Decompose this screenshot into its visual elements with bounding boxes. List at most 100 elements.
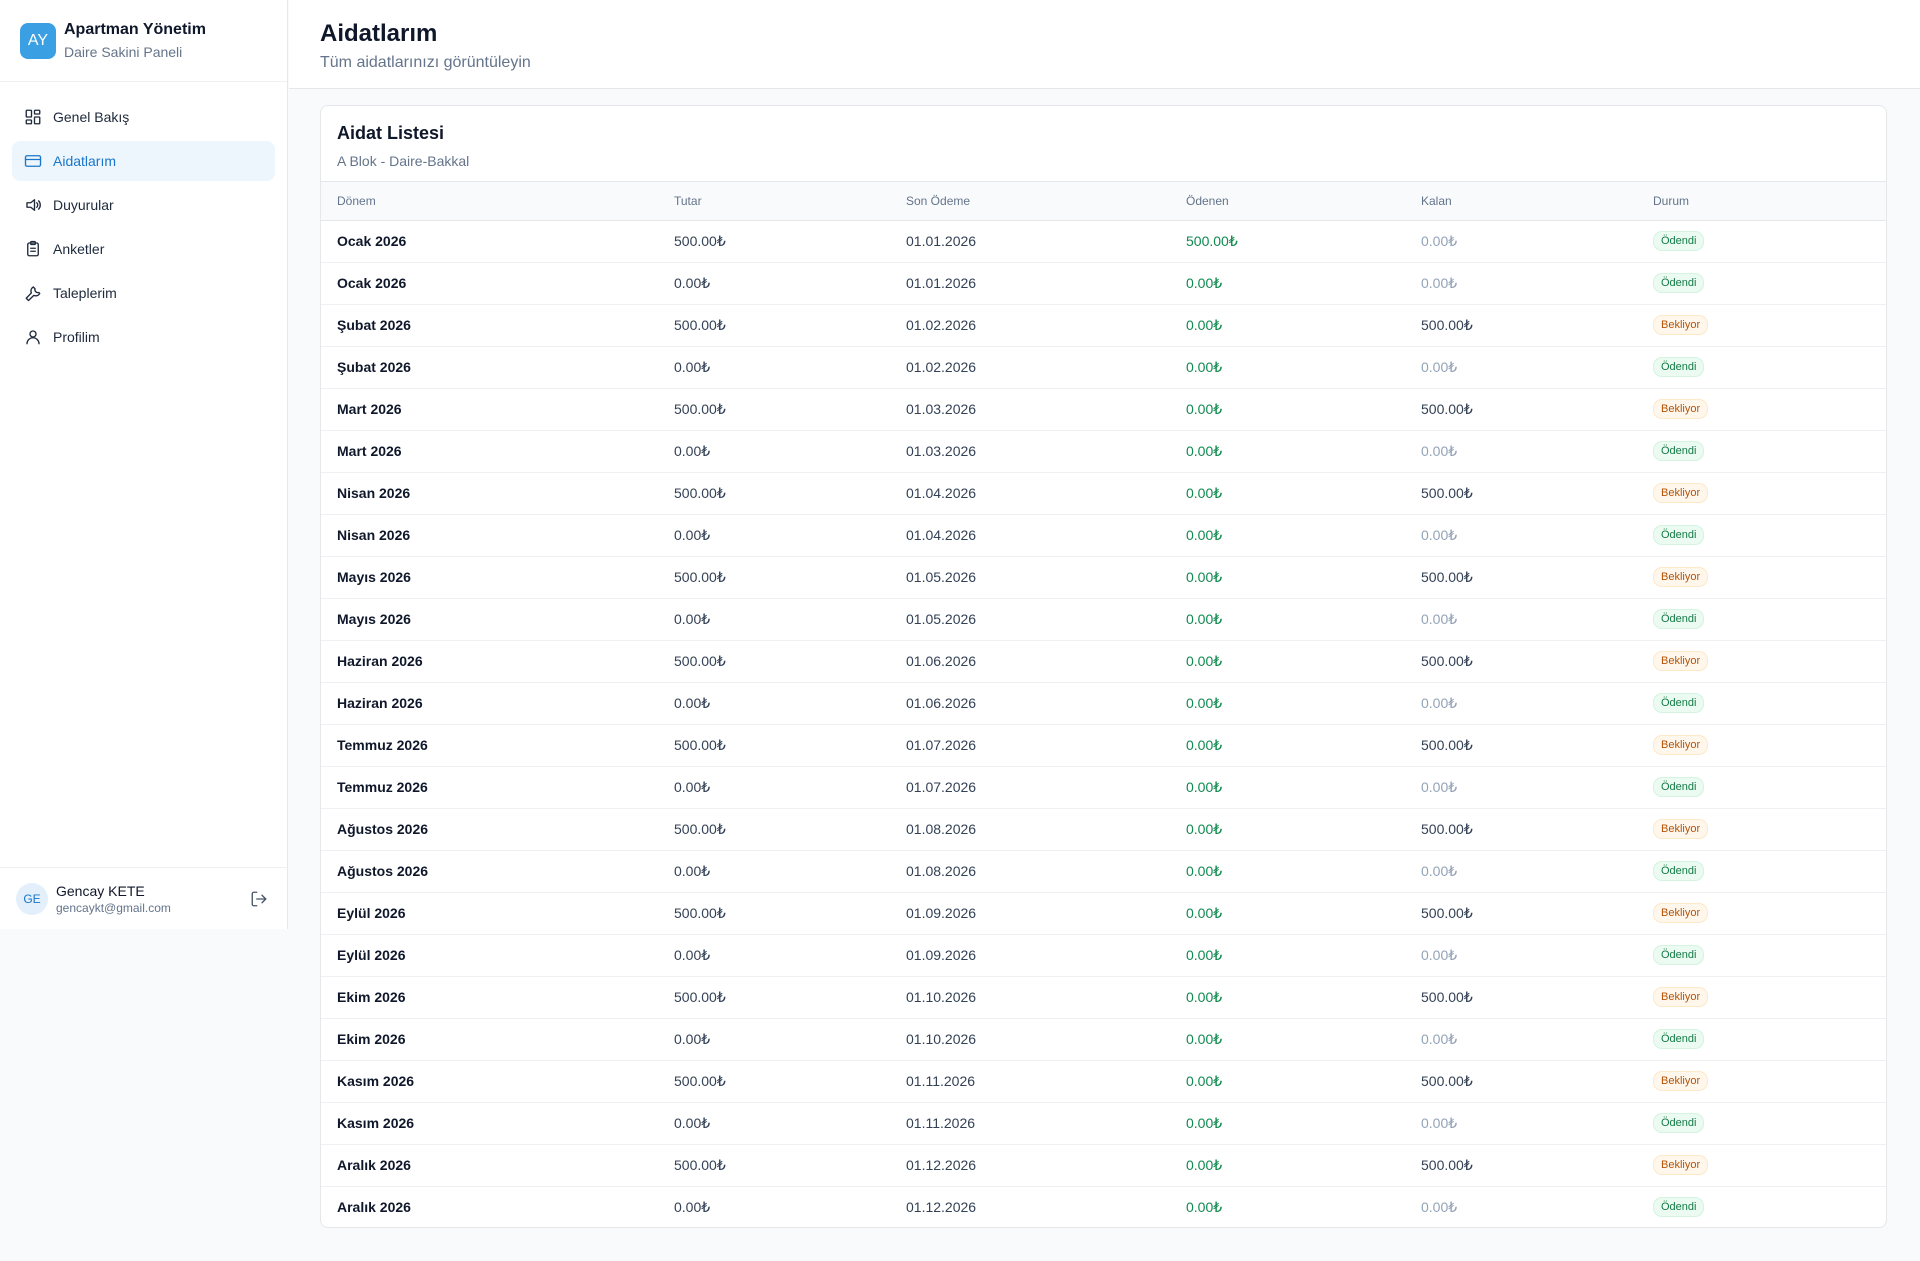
cell-remaining: 0.00₺ [1421, 610, 1458, 627]
cell-paid: 0.00₺ [1186, 1072, 1223, 1089]
cell-due-date: 01.07.2026 [906, 779, 977, 795]
cell-paid: 0.00₺ [1186, 316, 1223, 333]
cell-period: Ağustos 2026 [337, 821, 429, 837]
status-badge: Ödendi [1653, 441, 1705, 461]
cell-remaining: 500.00₺ [1421, 820, 1473, 837]
cell-due-date: 01.09.2026 [906, 947, 977, 963]
status-badge: Ödendi [1653, 693, 1705, 713]
cell-period: Şubat 2026 [337, 359, 411, 375]
cell-amount: 0.00₺ [674, 1198, 711, 1215]
cell-amount: 0.00₺ [674, 946, 711, 963]
table-row: Kasım 2026 0.00₺ 01.11.2026 0.00₺ 0.00₺ Ödend… [321, 1102, 1886, 1144]
table-row: Haziran 2026 0.00₺ 01.06.2026 0.00₺ 0.00₺ Öde… [321, 682, 1886, 724]
cell-paid: 0.00₺ [1186, 274, 1223, 291]
cell-period: Şubat 2026 [337, 317, 411, 333]
cell-status: Bekliyor [1637, 388, 1886, 430]
cell-period: Aralık 2026 [337, 1157, 411, 1173]
status-badge: Ödendi [1653, 273, 1705, 293]
table-row: Mart 2026 500.00₺ 01.03.2026 0.00₺ 500.00₺ Be… [321, 388, 1886, 430]
cell-status: Bekliyor [1637, 892, 1886, 934]
sidebar-item-profilim[interactable]: Profilim [12, 317, 275, 357]
table-row: Ağustos 2026 500.00₺ 01.08.2026 0.00₺ 500.00… [321, 808, 1886, 850]
cell-paid: 0.00₺ [1186, 904, 1223, 921]
cell-amount: 500.00₺ [674, 568, 726, 585]
sidebar-item-genel-bakis[interactable]: Genel Bakış [12, 97, 275, 137]
sidebar-item-aidatlarim[interactable]: Aidatlarım [12, 141, 275, 181]
cell-status: Bekliyor [1637, 640, 1886, 682]
cell-status: Ödendi [1637, 934, 1886, 976]
cell-amount: 500.00₺ [674, 1072, 726, 1089]
cell-period: Eylül 2026 [337, 947, 406, 963]
logout-icon[interactable] [250, 890, 268, 908]
cell-remaining: 500.00₺ [1421, 988, 1473, 1005]
table-row: Ağustos 2026 0.00₺ 01.08.2026 0.00₺ 0.00₺ Öde… [321, 850, 1886, 892]
cell-status: Bekliyor [1637, 1060, 1886, 1102]
status-badge: Ödendi [1653, 777, 1705, 797]
cell-period: Mayıs 2026 [337, 611, 411, 627]
cell-status: Bekliyor [1637, 976, 1886, 1018]
status-badge: Ödendi [1653, 357, 1705, 377]
cell-due-date: 01.12.2026 [906, 1199, 977, 1216]
cell-status: Bekliyor [1637, 556, 1886, 598]
cell-due-date: 01.10.2026 [906, 1031, 977, 1047]
status-badge: Ödendi [1653, 231, 1705, 251]
cell-amount: 500.00₺ [674, 652, 726, 669]
status-badge: Bekliyor [1653, 1071, 1709, 1091]
table-row: Şubat 2026 0.00₺ 01.02.2026 0.00₺ 0.00₺ Ödend… [321, 346, 1886, 388]
table-row: Aralık 2026 0.00₺ 01.12.2026 0.00₺ 0.00₺ Öden… [321, 1186, 1886, 1227]
sidebar: AY Apartman Yönetim Daire Sakini Paneli … [0, 0, 288, 929]
cell-paid: 0.00₺ [1186, 400, 1223, 417]
sidebar-item-anketler[interactable]: Anketler [12, 229, 275, 269]
cell-paid: 0.00₺ [1186, 820, 1223, 837]
cell-status: Ödendi [1637, 1102, 1886, 1144]
card-header: Aidat Listesi A Blok - Daire-Bakkal [321, 106, 1886, 182]
cell-paid: 0.00₺ [1186, 358, 1223, 375]
cell-paid: 500.00₺ [1186, 232, 1238, 249]
status-badge: Ödendi [1653, 1029, 1705, 1049]
cell-period: Mart 2026 [337, 443, 402, 459]
cell-amount: 500.00₺ [674, 820, 726, 837]
sidebar-item-label: Profilim [53, 329, 100, 345]
sidebar-item-taleplerim[interactable]: Taleplerim [12, 273, 275, 313]
sidebar-item-label: Anketler [53, 241, 105, 257]
column-header-remaining: Kalan [1421, 193, 1452, 208]
cell-paid: 0.00₺ [1186, 862, 1223, 879]
sidebar-item-label: Genel Bakış [53, 109, 130, 125]
cell-period: Ağustos 2026 [337, 863, 429, 879]
cell-status: Ödendi [1637, 1018, 1886, 1060]
cell-remaining: 0.00₺ [1421, 946, 1458, 963]
sidebar-item-label: Aidatlarım [53, 153, 117, 169]
cell-amount: 0.00₺ [674, 694, 711, 711]
avatar: GE [16, 882, 48, 915]
status-badge: Ödendi [1653, 525, 1705, 545]
cell-period: Nisan 2026 [337, 527, 411, 543]
cell-due-date: 01.01.2026 [906, 275, 977, 291]
status-badge: Ödendi [1653, 861, 1705, 881]
table-row: Mayıs 2026 500.00₺ 01.05.2026 0.00₺ 500.00₺ B… [321, 556, 1886, 598]
cell-remaining: 0.00₺ [1421, 232, 1458, 249]
credit-card-icon [24, 152, 42, 170]
table-row: Haziran 2026 500.00₺ 01.06.2026 0.00₺ 500.00… [321, 640, 1886, 682]
table-row: Ocak 2026 0.00₺ 01.01.2026 0.00₺ 0.00₺ Ödendi [321, 262, 1886, 304]
cell-amount: 500.00₺ [674, 400, 726, 417]
status-badge: Ödendi [1653, 609, 1705, 629]
cell-amount: 500.00₺ [674, 904, 726, 921]
cell-paid: 0.00₺ [1186, 1030, 1223, 1047]
cell-paid: 0.00₺ [1186, 694, 1223, 711]
table-row: Şubat 2026 500.00₺ 01.02.2026 0.00₺ 500.00₺ B… [321, 304, 1886, 346]
user-name: Gencay KETE [56, 882, 145, 899]
cell-due-date: 01.07.2026 [906, 737, 977, 753]
page-header: Aidatlarım Tüm aidatlarınızı görüntüleyi… [289, 0, 1920, 89]
cell-paid: 0.00₺ [1186, 1114, 1223, 1131]
cell-paid: 0.00₺ [1186, 484, 1223, 501]
cell-remaining: 0.00₺ [1421, 778, 1458, 795]
cell-period: Haziran 2026 [337, 695, 423, 711]
cell-period: Ocak 2026 [337, 275, 407, 291]
cell-status: Bekliyor [1637, 304, 1886, 346]
cell-paid: 0.00₺ [1186, 778, 1223, 795]
cell-paid: 0.00₺ [1186, 526, 1223, 543]
brand-title: Apartman Yönetim [64, 20, 206, 38]
cell-amount: 500.00₺ [674, 988, 726, 1005]
sidebar-item-duyurular[interactable]: Duyurular [12, 185, 275, 225]
table-row: Nisan 2026 500.00₺ 01.04.2026 0.00₺ 500.00₺ B… [321, 472, 1886, 514]
